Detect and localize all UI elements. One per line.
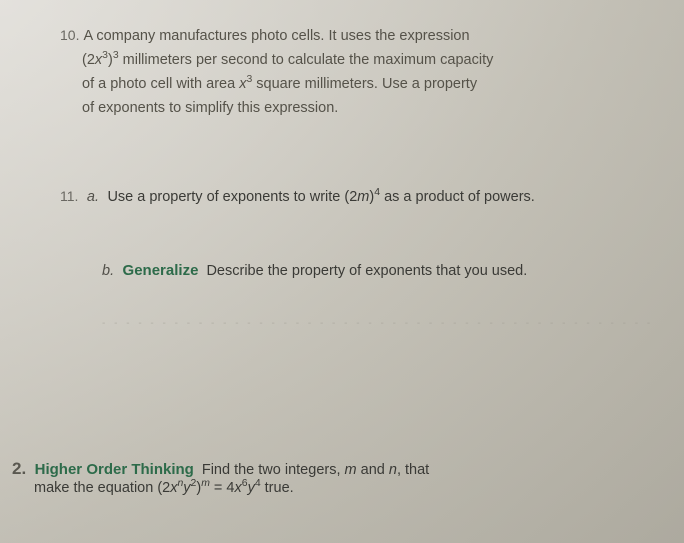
part-label: a.	[87, 189, 99, 205]
part-label: b.	[102, 263, 114, 279]
question-10: 10.A company manufactures photo cells. I…	[60, 24, 620, 120]
question-text: A company manufactures photo cells. It u…	[83, 28, 469, 44]
question-text: of a photo cell with area x3 square mill…	[82, 76, 477, 92]
question-text: Describe the property of exponents that …	[202, 263, 527, 279]
question-text: make the equation (2xny2)m = 4x6y4 true.	[34, 480, 294, 496]
question-text: Find the two integers, m and n, that	[198, 462, 429, 478]
keyword-generalize: Generalize	[123, 262, 199, 279]
question-11b: b. Generalize Describe the property of e…	[102, 262, 654, 329]
textbook-page: 10.A company manufactures photo cells. I…	[0, 0, 684, 543]
question-number: 2.	[12, 459, 26, 478]
question-11a: 11. a. Use a property of exponents to wr…	[60, 188, 620, 206]
question-text: (2x3)3 millimeters per second to calcula…	[82, 52, 493, 68]
question-text: of exponents to simplify this expression…	[82, 100, 338, 116]
question-text: Use a property of exponents to write (2m…	[107, 189, 534, 205]
question-number: 10.	[60, 27, 79, 43]
question-12: 2. Higher Order Thinking Find the two in…	[12, 459, 572, 497]
keyword-higher-order: Higher Order Thinking	[35, 461, 194, 478]
question-number: 11.	[60, 188, 78, 204]
divider-dots: - - - - - - - - - - - - - - - - - - - - …	[102, 318, 654, 329]
